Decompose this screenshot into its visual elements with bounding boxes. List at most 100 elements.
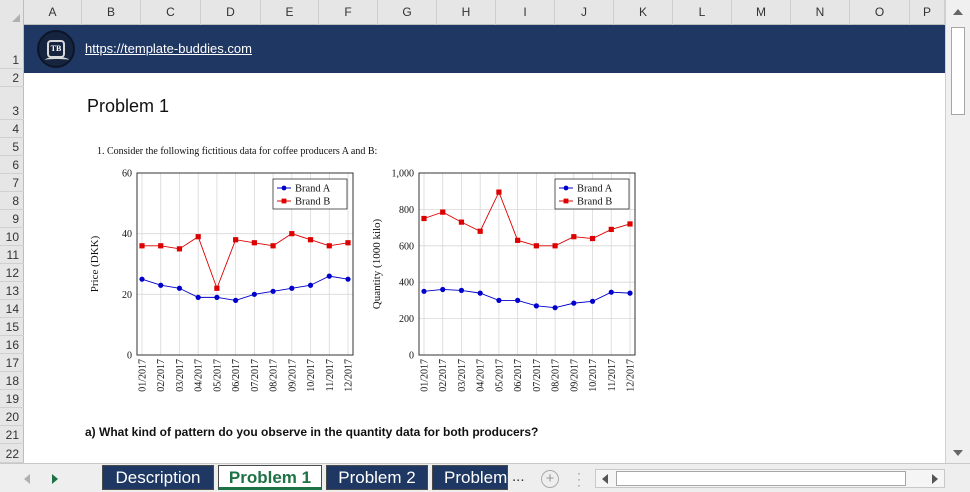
y-tick-label: 40	[122, 229, 132, 240]
horizontal-scroll-thumb[interactable]	[616, 471, 906, 486]
x-tick-label: 01/2017	[420, 359, 431, 392]
row-header-21[interactable]: 21	[0, 426, 24, 444]
brand-b-point	[515, 237, 521, 243]
column-header-n[interactable]: N	[791, 0, 850, 25]
column-header-e[interactable]: E	[261, 0, 319, 25]
brand-b-point	[176, 246, 183, 252]
row-header-12[interactable]: 12	[0, 264, 24, 282]
row-header-18[interactable]: 18	[0, 372, 24, 390]
column-header-a[interactable]: A	[24, 0, 82, 25]
brand-a-point	[270, 288, 276, 294]
y-tick-label: 20	[122, 290, 132, 301]
tab-problem-3[interactable]: Problem	[432, 465, 508, 490]
tab-overflow-ellipsis[interactable]: ...	[512, 468, 525, 485]
vertical-scroll-thumb[interactable]	[951, 27, 965, 115]
row-header-6[interactable]: 6	[0, 156, 24, 174]
legend-label: Brand B	[295, 197, 330, 208]
column-header-k[interactable]: K	[614, 0, 673, 25]
row-header-11[interactable]: 11	[0, 246, 24, 264]
website-link[interactable]: https://template-buddies.com	[85, 41, 252, 56]
series-line-brand-a	[423, 289, 631, 309]
brand-a-point	[421, 288, 427, 294]
column-header-c[interactable]: C	[141, 0, 201, 25]
brand-a-point	[233, 297, 239, 303]
row-header-14[interactable]: 14	[0, 300, 24, 318]
brand-b-point	[326, 243, 332, 249]
column-header-l[interactable]: L	[673, 0, 732, 25]
brand-b-point	[440, 209, 446, 215]
template-buddies-logo: TB	[37, 30, 75, 68]
column-header-j[interactable]: J	[555, 0, 614, 25]
column-header-i[interactable]: I	[496, 0, 555, 25]
splitter-handle-icon[interactable]: · · ·	[577, 466, 581, 492]
brand-b-point	[345, 240, 351, 246]
row-header-10[interactable]: 10	[0, 228, 24, 246]
brand-a-point	[326, 273, 332, 279]
row-header-22[interactable]: 22	[0, 444, 24, 463]
brand-a-point	[158, 282, 164, 288]
row-header-20[interactable]: 20	[0, 408, 24, 426]
tab-description[interactable]: Description	[102, 465, 214, 490]
quantity-chart[interactable]: 0 200 400 600 800 1,000 01/2017 02/2017 03/2017 0…	[364, 165, 644, 407]
scroll-down-icon[interactable]	[953, 450, 963, 456]
column-header-f[interactable]: F	[319, 0, 378, 25]
row-header-8[interactable]: 8	[0, 192, 24, 210]
vertical-scrollbar[interactable]	[945, 0, 970, 463]
brand-a-point	[571, 300, 577, 306]
scroll-up-icon[interactable]	[953, 9, 963, 15]
row-header-3[interactable]: 3	[0, 87, 24, 120]
legend-marker	[281, 198, 287, 204]
price-chart[interactable]: 0 20 40 60 01/2017 02/2017 03/2017 04/2017 05/20…	[82, 165, 362, 407]
row-header-5[interactable]: 5	[0, 138, 24, 156]
add-sheet-button[interactable]: +	[541, 470, 559, 488]
brand-a-point	[251, 291, 257, 297]
row-header-15[interactable]: 15	[0, 318, 24, 336]
x-tick-label: 12/2017	[626, 359, 637, 392]
legend-marker	[281, 185, 287, 191]
legend-box	[554, 178, 630, 210]
select-all-corner[interactable]	[0, 0, 24, 25]
row-header-16[interactable]: 16	[0, 336, 24, 354]
row-header-19[interactable]: 19	[0, 390, 24, 408]
column-header-d[interactable]: D	[201, 0, 261, 25]
x-tick-label: 08/2017	[551, 359, 562, 392]
brand-b-point	[458, 219, 465, 225]
brand-b-point	[195, 234, 201, 240]
column-header-h[interactable]: H	[437, 0, 496, 25]
next-sheet-icon[interactable]	[52, 474, 58, 484]
x-tick-label: 01/2017	[138, 359, 149, 392]
y-tick-label: 60	[122, 169, 132, 180]
tab-problem-2[interactable]: Problem 2	[326, 465, 428, 490]
row-header-7[interactable]: 7	[0, 174, 24, 192]
brand-b-point	[533, 243, 539, 249]
brand-b-point	[214, 285, 220, 291]
scroll-right-icon[interactable]	[932, 474, 938, 484]
brand-b-point	[496, 189, 502, 195]
header-banner: TB https://template-buddies.com	[24, 25, 945, 73]
row-header-1[interactable]: 1	[0, 25, 24, 69]
y-tick-label: 1,000	[392, 169, 415, 180]
row-header-4[interactable]: 4	[0, 120, 24, 138]
column-header-o[interactable]: O	[850, 0, 910, 25]
scroll-left-icon[interactable]	[602, 474, 608, 484]
brand-b-point	[571, 234, 577, 240]
column-header-p[interactable]: P	[910, 0, 945, 25]
horizontal-scrollbar[interactable]	[595, 469, 945, 488]
column-header-b[interactable]: B	[82, 0, 141, 25]
sheet-area[interactable]: TB https://template-buddies.com Problem …	[24, 25, 945, 463]
tab-problem-1[interactable]: Problem 1	[218, 465, 322, 490]
x-tick-label: 03/2017	[175, 359, 186, 392]
brand-a-point	[552, 305, 558, 311]
book-icon	[45, 57, 69, 63]
column-header-m[interactable]: M	[732, 0, 791, 25]
row-header-2[interactable]: 2	[0, 69, 24, 87]
column-header-g[interactable]: G	[378, 0, 437, 25]
legend-marker	[563, 198, 569, 204]
x-tick-label: 06/2017	[231, 359, 242, 392]
prev-sheet-icon[interactable]	[24, 474, 30, 484]
x-tick-label: 02/2017	[156, 359, 167, 392]
row-header-17[interactable]: 17	[0, 354, 24, 372]
legend-box	[272, 178, 348, 210]
row-header-9[interactable]: 9	[0, 210, 24, 228]
row-header-13[interactable]: 13	[0, 282, 24, 300]
